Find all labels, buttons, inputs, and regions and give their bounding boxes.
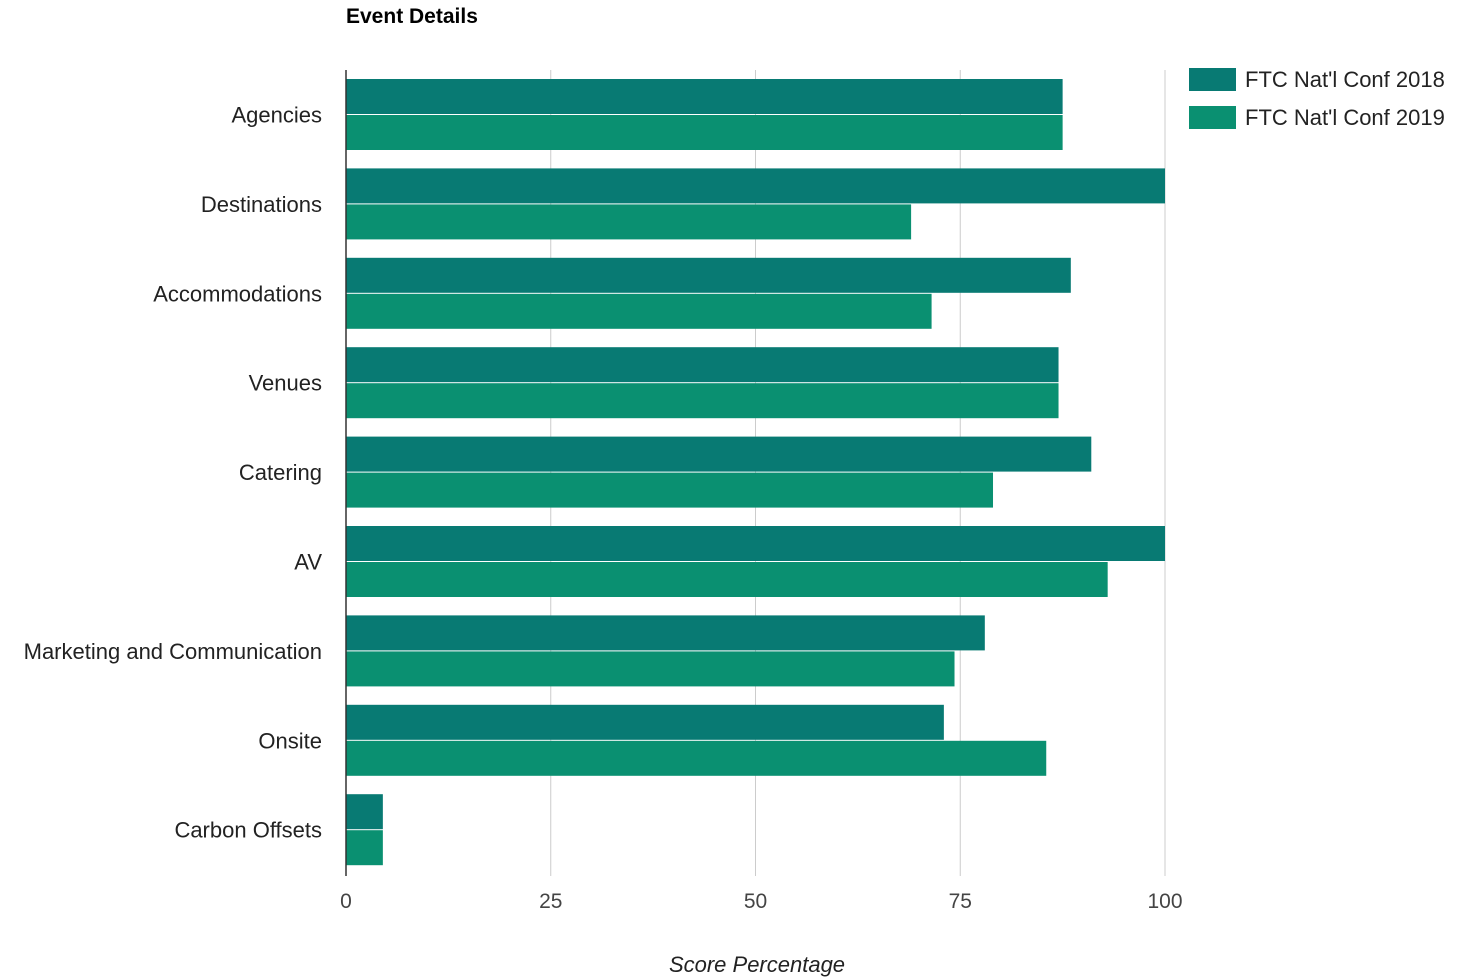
bar-2019[interactable] (346, 383, 1059, 419)
category-label: Agencies (231, 103, 322, 128)
bar-2018[interactable] (346, 79, 1063, 114)
bar-2018[interactable] (346, 168, 1165, 204)
bar-2018[interactable] (346, 704, 944, 740)
category-label: Catering (239, 460, 322, 485)
category-label: AV (294, 550, 322, 575)
bar-2019[interactable] (346, 115, 1063, 150)
bar-2019[interactable] (346, 830, 383, 866)
bar-2019[interactable] (346, 293, 932, 329)
bar-2018[interactable] (346, 526, 1165, 561)
bars (346, 79, 1165, 866)
legend-label: FTC Nat'l Conf 2018 (1245, 67, 1445, 92)
legend-label: FTC Nat'l Conf 2019 (1245, 105, 1445, 130)
bar-2019[interactable] (346, 651, 955, 687)
bar-2019[interactable] (346, 740, 1047, 776)
x-axis-title: Score Percentage (669, 952, 845, 977)
bar-2019[interactable] (346, 204, 912, 240)
category-label: Marketing and Communication (24, 639, 322, 664)
category-labels: Agencies Destinations Accommodations Venues… (24, 103, 323, 843)
x-tick-label: 25 (539, 890, 562, 913)
bar-2019[interactable] (346, 472, 994, 508)
bar-2018[interactable] (346, 794, 383, 830)
x-tick-label: 75 (949, 890, 972, 913)
x-tick-label: 50 (744, 890, 767, 913)
x-tick-labels: 0 25 50 75 100 (340, 890, 1182, 913)
x-tick-label: 100 (1147, 890, 1182, 913)
legend-swatch (1189, 68, 1236, 91)
category-label: Onsite (258, 728, 322, 753)
category-label: Destinations (201, 192, 322, 217)
bar-2018[interactable] (346, 257, 1071, 293)
chart-title: Event Details (346, 5, 478, 28)
bar-2018[interactable] (346, 436, 1092, 472)
bar-2018[interactable] (346, 347, 1059, 383)
bar-2018[interactable] (346, 615, 985, 651)
category-label: Carbon Offsets (174, 818, 322, 843)
legend: FTC Nat'l Conf 2018 FTC Nat'l Conf 2019 (1189, 67, 1445, 130)
category-label: Accommodations (153, 281, 322, 306)
x-tick-label: 0 (340, 890, 352, 913)
legend-swatch (1189, 106, 1236, 129)
bar-2019[interactable] (346, 562, 1108, 597)
category-label: Venues (249, 371, 322, 396)
